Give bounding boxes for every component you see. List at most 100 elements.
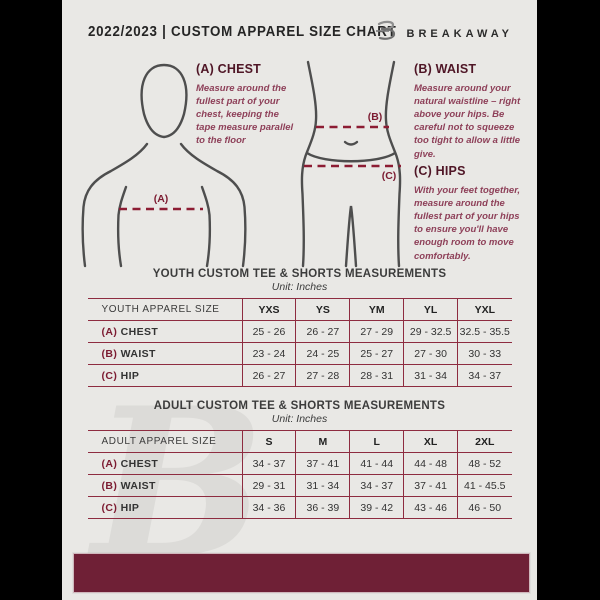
- cell: 36 - 39: [295, 496, 350, 519]
- adult-table-unit: Unit: Inches: [271, 413, 328, 425]
- row-title: WAIST: [120, 479, 156, 492]
- table-row: (A) CHEST 34 - 37 37 - 41 41 - 44 44 - 4…: [87, 452, 512, 475]
- hips-instruction: (C) HIPS With your feet together, measur…: [414, 164, 526, 263]
- row-prefix: (A): [101, 457, 118, 470]
- waist-instruction-text: Measure around your natural waistline – …: [414, 83, 521, 160]
- size-column: M: [295, 430, 350, 453]
- waist-instruction: (B) WAIST Measure around your natural wa…: [414, 62, 526, 161]
- row-title: CHEST: [120, 325, 159, 338]
- breakaway-logo-icon: [374, 18, 400, 49]
- adult-table-title: ADULT CUSTOM TEE & SHORTS MEASUREMENTS: [153, 400, 446, 412]
- cell: 25 - 26: [241, 320, 296, 343]
- figure-hip-curve: [305, 151, 397, 163]
- size-column: S: [241, 430, 296, 453]
- table-row: (B) WAIST 23 - 24 24 - 25 25 - 27 27 - 3…: [87, 342, 512, 365]
- figure-navel: [343, 140, 359, 146]
- waist-line-label: (B): [368, 111, 383, 123]
- row-prefix: (C): [101, 501, 118, 514]
- cell: 25 - 27: [349, 342, 404, 365]
- cell: 26 - 27: [295, 320, 350, 343]
- cell: 37 - 41: [295, 452, 350, 475]
- cell: 34 - 37: [241, 452, 296, 475]
- adult-table-section: ADULT CUSTOM TEE & SHORTS MEASUREMENTS U…: [62, 400, 537, 519]
- figure-head: [140, 63, 188, 139]
- hips-instruction-heading: (C) HIPS: [414, 164, 466, 178]
- table-header-row: YOUTH APPAREL SIZE YXS YS YM YL YXL: [87, 298, 512, 321]
- adult-size-header: ADULT APPAREL SIZE: [87, 430, 242, 453]
- row-prefix: (B): [101, 479, 118, 492]
- size-column: YXS: [241, 298, 296, 321]
- hips-line-label: (C): [382, 170, 397, 182]
- cell: 43 - 46: [403, 496, 458, 519]
- cell: 24 - 25: [295, 342, 350, 365]
- table-row: (A) CHEST 25 - 26 26 - 27 27 - 29 29 - 3…: [87, 320, 512, 343]
- table-header-row: ADULT APPAREL SIZE S M L XL 2XL: [87, 430, 512, 453]
- cell: 44 - 48: [403, 452, 458, 475]
- row-label-chest: (A) CHEST: [87, 452, 242, 475]
- row-prefix: (A): [101, 325, 118, 338]
- youth-table-section: YOUTH CUSTOM TEE & SHORTS MEASUREMENTS U…: [62, 268, 537, 387]
- cell: 29 - 31: [241, 474, 296, 497]
- size-chart-page: 2022/2023 | CUSTOM APPAREL SIZE CHART BR…: [62, 0, 537, 600]
- size-column: YXL: [457, 298, 512, 321]
- page-title: 2022/2023 | CUSTOM APPAREL SIZE CHART: [88, 24, 397, 40]
- cell: 31 - 34: [295, 474, 350, 497]
- table-row: (C) HIP 34 - 36 36 - 39 39 - 42 43 - 46 …: [87, 496, 512, 519]
- chest-instruction-heading: (A) CHEST: [196, 62, 261, 76]
- cell: 27 - 28: [295, 364, 350, 387]
- brand-name: BREAKAWAY: [406, 27, 513, 40]
- table-row: (C) HIP 26 - 27 27 - 28 28 - 31 31 - 34 …: [87, 364, 512, 387]
- chest-instruction-text: Measure around the fullest part of your …: [196, 83, 294, 147]
- measurement-tables: YOUTH CUSTOM TEE & SHORTS MEASUREMENTS U…: [62, 268, 537, 519]
- cell: 26 - 27: [241, 364, 296, 387]
- adult-size-table: ADULT APPAREL SIZE S M L XL 2XL (A) CHES…: [87, 430, 512, 519]
- row-label-waist: (B) WAIST: [87, 474, 242, 497]
- row-label-chest: (A) CHEST: [87, 320, 242, 343]
- hips-instruction-text: With your feet together, measure around …: [414, 185, 521, 262]
- chest-line-label: (A): [154, 193, 169, 205]
- cell: 39 - 42: [349, 496, 404, 519]
- cell: 30 - 33: [457, 342, 512, 365]
- figure-left-torso-line: [116, 185, 128, 268]
- figure-inner-legs: [344, 205, 358, 268]
- size-column: 2XL: [457, 430, 512, 453]
- size-column: XL: [403, 430, 458, 453]
- cell: 32.5 - 35.5: [457, 320, 512, 343]
- cell: 34 - 37: [349, 474, 404, 497]
- measurement-diagrams: (A) (B) (C) (A) CHEST Measure aro: [62, 56, 537, 268]
- cell: 27 - 30: [403, 342, 458, 365]
- cell: 48 - 52: [457, 452, 512, 475]
- youth-size-table: YOUTH APPAREL SIZE YXS YS YM YL YXL (A) …: [87, 298, 512, 387]
- brand-lockup: BREAKAWAY: [374, 18, 514, 49]
- figure-left-side: [300, 60, 318, 268]
- cell: 27 - 29: [349, 320, 404, 343]
- size-column: YM: [349, 298, 404, 321]
- figure-left-arm-outline: [81, 142, 149, 268]
- waist-instruction-heading: (B) WAIST: [414, 62, 477, 76]
- cell: 31 - 34: [403, 364, 458, 387]
- cell: 23 - 24: [241, 342, 296, 365]
- cell: 28 - 31: [349, 364, 404, 387]
- cell: 34 - 36: [241, 496, 296, 519]
- cell: 29 - 32.5: [403, 320, 458, 343]
- figure-right-side: [384, 60, 402, 268]
- footer-accent-bar: [73, 553, 530, 593]
- youth-table-unit: Unit: Inches: [271, 281, 328, 293]
- row-title: WAIST: [120, 347, 156, 360]
- row-label-hip: (C) HIP: [87, 496, 242, 519]
- row-title: HIP: [120, 501, 140, 514]
- row-label-hip: (C) HIP: [87, 364, 242, 387]
- size-column: YL: [403, 298, 458, 321]
- cell: 46 - 50: [457, 496, 512, 519]
- row-prefix: (C): [101, 369, 118, 382]
- figure-right-torso-line: [200, 185, 212, 268]
- size-column: YS: [295, 298, 350, 321]
- chest-instruction: (A) CHEST Measure around the fullest par…: [196, 62, 300, 148]
- page-header: 2022/2023 | CUSTOM APPAREL SIZE CHART BR…: [62, 0, 537, 58]
- youth-size-header: YOUTH APPAREL SIZE: [87, 298, 242, 321]
- row-title: CHEST: [120, 457, 159, 470]
- cell: 37 - 41: [403, 474, 458, 497]
- cell: 34 - 37: [457, 364, 512, 387]
- cell: 41 - 44: [349, 452, 404, 475]
- youth-table-title: YOUTH CUSTOM TEE & SHORTS MEASUREMENTS: [152, 268, 447, 280]
